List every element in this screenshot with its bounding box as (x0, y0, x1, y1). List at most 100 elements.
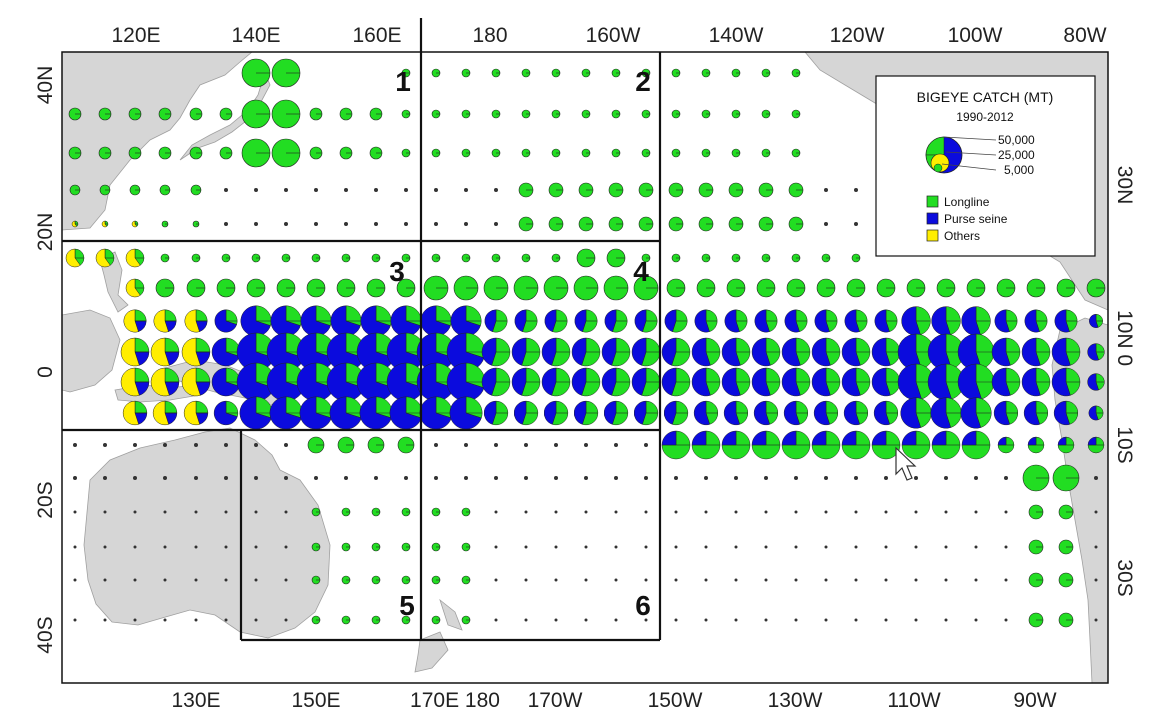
catch-pie (494, 545, 498, 549)
catch-pie (728, 182, 744, 198)
catch-pie (401, 253, 411, 263)
pie-dot (464, 188, 468, 192)
catch-pie (330, 305, 362, 337)
pie-dot (854, 476, 858, 480)
pie-slice (356, 362, 395, 402)
pie-dot (194, 618, 198, 622)
catch-pie (761, 109, 771, 119)
catch-pie (674, 618, 678, 622)
catch-pie (704, 578, 708, 582)
catch-pie (791, 68, 801, 78)
catch-pie (957, 333, 995, 371)
catch-pie (65, 248, 85, 268)
catch-pie (241, 138, 271, 168)
pie-dot (103, 578, 107, 582)
catch-pie (993, 400, 1019, 426)
catch-pie (704, 476, 708, 480)
catch-pie (192, 220, 200, 228)
catch-pie (614, 443, 618, 447)
catch-pie (601, 367, 631, 397)
left-tick-label: 40S (34, 616, 57, 653)
pie-slice (1005, 337, 1021, 366)
catch-pie (284, 618, 288, 622)
top-tick-label: 80W (1063, 24, 1106, 47)
catch-pie (936, 278, 956, 298)
catch-pie (163, 618, 167, 622)
legend-gear-label: Others (944, 229, 980, 243)
catch-pie (224, 510, 228, 514)
catch-pie (68, 146, 82, 160)
region-3-label: 3 (389, 256, 405, 287)
pie-dot (494, 188, 498, 192)
catch-pie (944, 476, 948, 480)
pie-slice (1087, 436, 1105, 454)
catch-pie (791, 148, 801, 158)
pie-dot (764, 618, 768, 622)
pie-slice (841, 430, 871, 460)
catch-pie (1026, 278, 1046, 298)
pie-slice (1027, 436, 1045, 454)
top-tick-label: 160W (586, 24, 641, 47)
catch-pie (761, 148, 771, 158)
pie-dot (404, 476, 408, 480)
bottom-tick-label: 150E (291, 689, 340, 712)
pie-slice (841, 430, 857, 446)
pie-dot (794, 578, 798, 582)
catch-pie (160, 253, 170, 263)
pie-dot (374, 188, 378, 192)
catch-pie (521, 253, 531, 263)
catch-pie (783, 400, 809, 426)
catch-pie (461, 253, 471, 263)
catch-pie (674, 510, 678, 514)
catch-pie (811, 367, 841, 397)
catch-pie (99, 184, 111, 196)
pie-slice (781, 430, 811, 460)
right-tick-label: 30S (1113, 559, 1136, 596)
pie-dot (404, 188, 408, 192)
catch-pie (824, 578, 828, 582)
pie-slice (871, 367, 891, 397)
pie-slice (723, 400, 740, 426)
catch-pie (824, 510, 828, 514)
legend-box (875, 75, 1096, 257)
catch-pie (544, 309, 568, 333)
catch-pie (240, 305, 272, 337)
pie-slice (481, 367, 497, 396)
catch-pie (390, 305, 422, 337)
pie-slice (544, 309, 557, 332)
catch-pie (1004, 476, 1008, 480)
catch-pie (484, 309, 508, 333)
pie-slice (975, 397, 992, 428)
pie-slice (514, 309, 527, 332)
catch-pie (841, 367, 871, 397)
catch-pie (824, 545, 828, 549)
pie-slice (134, 309, 147, 322)
pie-dot (284, 510, 288, 514)
pie-slice (721, 337, 741, 367)
catch-pie (751, 337, 781, 367)
pie-dot (854, 618, 858, 622)
pie-slice (900, 397, 922, 429)
pie-dot (133, 510, 137, 514)
catch-pie (367, 436, 385, 454)
region-4-label: 4 (633, 256, 649, 287)
pie-slice (266, 362, 305, 402)
catch-pie (930, 397, 962, 429)
pie-slice (604, 309, 617, 332)
catch-pie (551, 68, 561, 78)
catch-pie (674, 545, 678, 549)
catch-pie (371, 542, 381, 552)
catch-pie (254, 443, 258, 447)
catch-pie (284, 188, 288, 192)
pie-slice (104, 248, 115, 266)
pie-slice (543, 400, 557, 425)
catch-pie (131, 220, 139, 228)
right-axis-labels: 30N 10N 0 10S 30S (1113, 166, 1136, 597)
pie-dot (434, 188, 438, 192)
pie-slice (211, 367, 240, 397)
catch-pie (518, 182, 534, 198)
catch-pie (341, 542, 351, 552)
pie-dot (584, 476, 588, 480)
catch-pie (337, 436, 355, 454)
catch-pie (900, 397, 932, 429)
